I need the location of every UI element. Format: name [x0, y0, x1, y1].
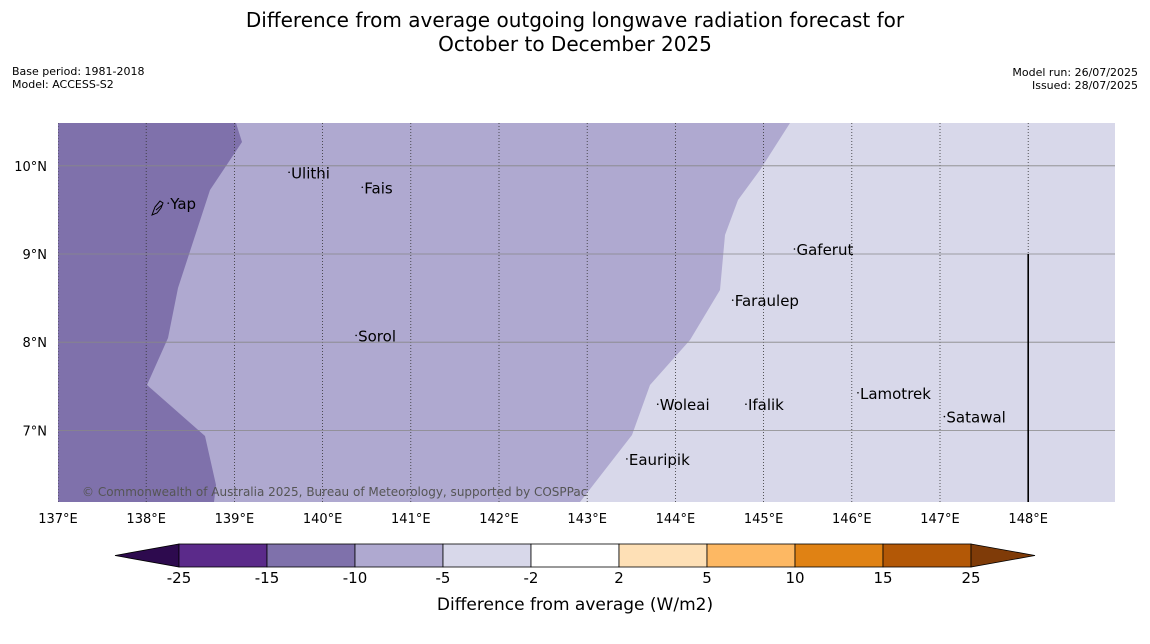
place-label-woleai: Woleai — [660, 396, 710, 414]
island-marker — [167, 202, 170, 204]
place-label-lamotrek: Lamotrek — [860, 385, 931, 403]
colorbar-tick-label: 25 — [961, 569, 980, 587]
island-marker — [355, 334, 357, 337]
island-marker — [857, 391, 859, 394]
colorbar-segment — [442, 543, 532, 568]
place-label-ifalik: Ifalik — [748, 396, 784, 414]
colorbar-tick-label: -2 — [524, 569, 539, 587]
page-title: Difference from average outgoing longwav… — [0, 8, 1150, 56]
graticule — [58, 123, 1115, 502]
colorbar-extend-high — [970, 543, 1036, 568]
issued-date: Issued: 28/07/2025 — [1031, 79, 1138, 92]
lon-tick-label: 138°E — [126, 512, 166, 527]
title-line-2: October to December 2025 — [438, 32, 712, 56]
colorbar-segment — [530, 543, 620, 568]
island-marker — [288, 171, 290, 174]
map-panel: Yap Ulithi Fais Gaferut Faraulep Sorol Lamotre… — [58, 123, 1115, 502]
lon-tick-label: 146°E — [832, 512, 872, 527]
island-marker — [656, 403, 659, 406]
colorbar-tick-label: 5 — [702, 569, 712, 587]
model-run: Model run: 26/07/2025 — [1012, 66, 1138, 79]
lon-tick-label: 140°E — [303, 512, 343, 527]
place-labels: Yap Ulithi Fais Gaferut Faraulep Sorol Lamotre… — [167, 164, 1006, 469]
colorbar-title: Difference from average (W/m2) — [437, 595, 713, 615]
lon-tick-label: 145°E — [744, 512, 784, 527]
colorbar-tick-label: -10 — [343, 569, 368, 587]
lon-tick-label: 137°E — [38, 512, 78, 527]
island-marker — [943, 415, 946, 418]
lon-tick-label: 141°E — [391, 512, 431, 527]
colorbar-segment — [794, 543, 884, 568]
lat-tick-label: 7°N — [23, 424, 48, 439]
colorbar-tick-label: -15 — [255, 569, 280, 587]
lon-tick-label: 144°E — [656, 512, 696, 527]
lat-tick-label: 8°N — [23, 336, 48, 351]
lat-tick-label: 10°N — [14, 160, 47, 175]
anomaly-band-minus10-minus5 — [58, 123, 790, 502]
colorbar-tick-label: 15 — [873, 569, 892, 587]
place-label-faraulep: Faraulep — [735, 292, 799, 310]
place-label-satawal: Satawal — [946, 409, 1005, 427]
place-label-sorol: Sorol — [358, 327, 396, 345]
island-marker — [361, 186, 364, 189]
title-line-1: Difference from average outgoing longwav… — [245, 8, 905, 32]
lon-tick-label: 142°E — [479, 512, 519, 527]
colorbar-tick-label: -5 — [436, 569, 451, 587]
lon-tick-label: 143°E — [567, 512, 607, 527]
place-label-ulithi: Ulithi — [291, 164, 330, 182]
colorbar-tick-label: 10 — [785, 569, 804, 587]
island-marker — [793, 248, 796, 250]
island-marker — [731, 299, 734, 301]
colorbar-segment — [882, 543, 972, 568]
lon-tick-label: 148°E — [1008, 512, 1048, 527]
colorbar-segment — [178, 543, 268, 568]
colorbar-segment — [706, 543, 796, 568]
place-label-yap: Yap — [169, 195, 196, 213]
anomaly-band-minus15-minus10 — [58, 123, 242, 502]
colorbar-segment — [266, 543, 356, 568]
meta-left: Base period: 1981-2018 Model: ACCESS-S2 — [12, 65, 144, 91]
place-label-eauripik: Eauripik — [629, 451, 690, 469]
colorbar-extend-low — [114, 543, 180, 568]
island-marker — [745, 403, 747, 406]
colorbar-tick-label: 2 — [614, 569, 624, 587]
map-axes: 137°E 138°E 139°E 140°E 141°E 142°E 143°E 144°E… — [14, 160, 1048, 527]
model-name: Model: ACCESS-S2 — [12, 78, 114, 91]
place-label-gaferut: Gaferut — [796, 241, 853, 259]
yap-island-outline — [151, 200, 164, 216]
copyright-notice: © Commonwealth of Australia 2025, Bureau… — [82, 485, 587, 499]
colorbar-segment — [618, 543, 708, 568]
meta-right: Model run: 26/07/2025 Issued: 28/07/2025 — [1012, 66, 1138, 92]
base-period: Base period: 1981-2018 — [12, 65, 145, 78]
colorbar-tick-label: -25 — [167, 569, 192, 587]
lon-tick-label: 147°E — [920, 512, 960, 527]
lat-tick-label: 9°N — [23, 248, 48, 263]
colorbar: -25 -15 -10 -5 -2 2 5 10 15 25 — [114, 543, 1036, 587]
place-label-fais: Fais — [364, 179, 393, 197]
colorbar-segment — [354, 543, 444, 568]
island-marker — [626, 458, 628, 460]
lon-tick-label: 139°E — [215, 512, 255, 527]
